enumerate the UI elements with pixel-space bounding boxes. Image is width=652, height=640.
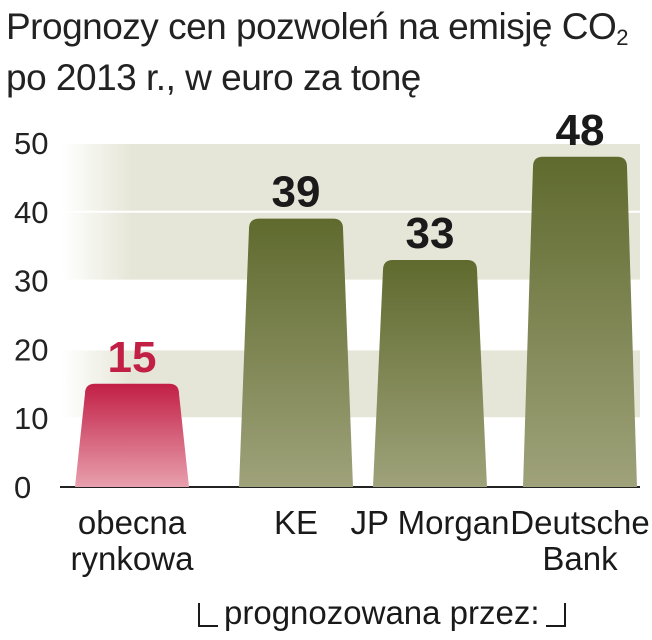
chart-title: Prognozy cen pozwoleń na emisję CO2 po 20… bbox=[6, 4, 629, 101]
category-label: rynkowa bbox=[71, 540, 195, 577]
bar-1 bbox=[75, 383, 189, 487]
y-tick-label: 50 bbox=[14, 126, 48, 161]
footer-text: prognozowana przez: bbox=[224, 594, 540, 631]
bar-value-label: 48 bbox=[556, 106, 605, 155]
bracket-left bbox=[198, 603, 218, 627]
title-subscript: 2 bbox=[616, 25, 629, 50]
bracket-right bbox=[545, 603, 566, 627]
bar-value-label: 33 bbox=[406, 209, 455, 258]
bar-4 bbox=[523, 156, 637, 487]
title-line-2: po 2013 r., w euro za tonę bbox=[6, 57, 421, 98]
category-label: Deutsche bbox=[510, 504, 649, 541]
y-tick-label: 20 bbox=[14, 332, 48, 367]
title-line-1: Prognozy cen pozwoleń na emisję CO bbox=[6, 6, 617, 47]
y-tick-label: 10 bbox=[14, 401, 48, 436]
y-tick-label: 30 bbox=[14, 264, 48, 299]
category-label: KE bbox=[274, 504, 318, 541]
category-label: obecna bbox=[78, 504, 187, 541]
forecast-bracket-label: prognozowana przez: bbox=[198, 594, 566, 632]
y-tick-label: 40 bbox=[14, 195, 48, 230]
bar-3 bbox=[373, 259, 487, 487]
y-tick-label: 0 bbox=[14, 470, 31, 505]
bar-value-label: 15 bbox=[108, 333, 157, 382]
bar-value-label: 39 bbox=[272, 168, 321, 217]
category-label: Bank bbox=[542, 540, 618, 577]
bar-2 bbox=[239, 218, 353, 487]
category-label: JP Morgan bbox=[351, 504, 510, 541]
